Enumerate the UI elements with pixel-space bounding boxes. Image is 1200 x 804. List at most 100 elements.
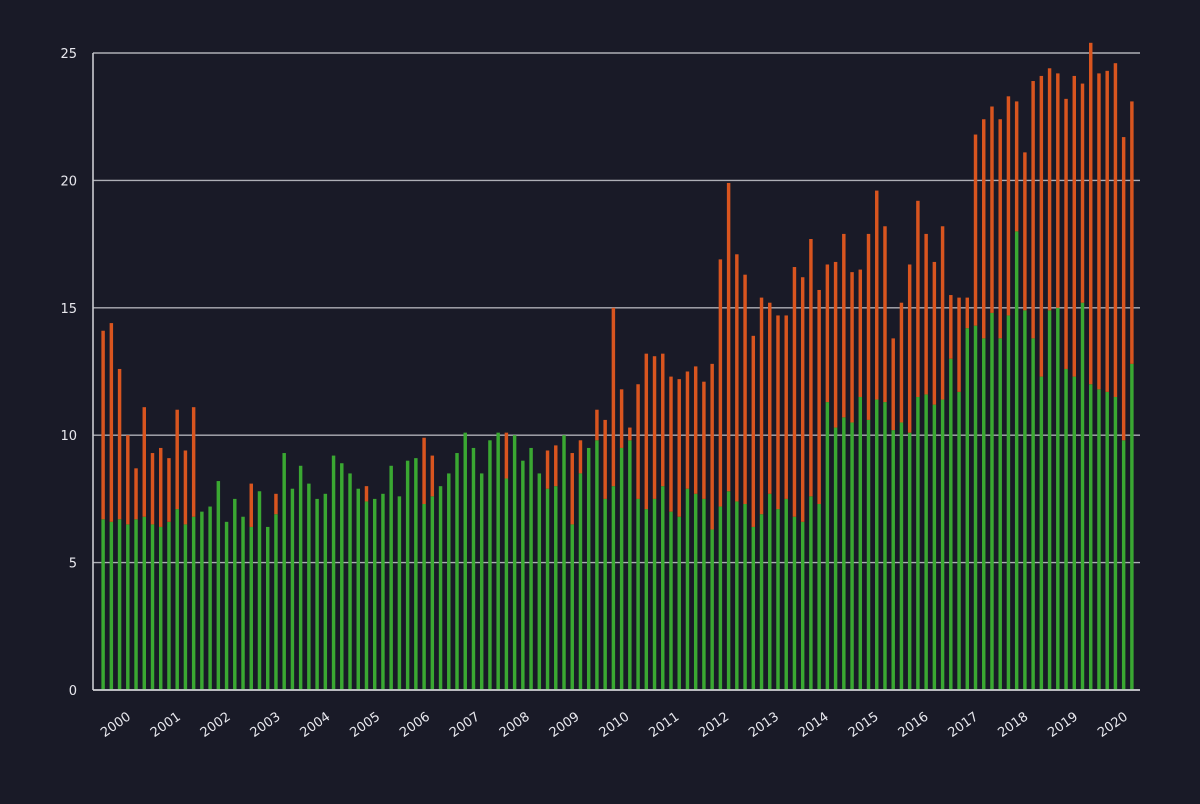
x-tick-label: 2006 xyxy=(397,709,433,740)
bar-orange xyxy=(759,297,764,515)
bar-orange xyxy=(776,315,780,510)
bar-orange xyxy=(578,440,583,474)
bar-green xyxy=(471,447,476,690)
bar-green xyxy=(949,358,953,690)
bar-green xyxy=(381,493,385,690)
bar-green xyxy=(109,521,114,690)
bar-green xyxy=(200,511,204,690)
bar-green xyxy=(661,486,665,690)
bar-green xyxy=(907,432,912,690)
y-tick-label: 15 xyxy=(60,302,77,317)
bar-green xyxy=(142,516,146,690)
bar-green xyxy=(842,417,846,690)
bar-green xyxy=(414,458,418,690)
bar-green xyxy=(1113,396,1118,690)
bar-green xyxy=(529,447,533,690)
bar-green xyxy=(825,402,830,690)
bar-orange xyxy=(1031,81,1035,339)
bar-green xyxy=(982,338,986,690)
bar-orange xyxy=(150,453,155,525)
bar-green xyxy=(224,521,229,690)
bar-green xyxy=(1031,338,1035,690)
bar-green xyxy=(726,491,731,690)
bar-green xyxy=(1006,315,1011,690)
bar-green xyxy=(389,465,393,690)
bar-green xyxy=(158,526,163,690)
bar-green xyxy=(521,460,525,690)
bar-orange xyxy=(545,450,550,489)
bar-orange xyxy=(990,106,994,313)
bar-green xyxy=(233,498,237,690)
bar-green xyxy=(603,498,607,690)
bar-orange xyxy=(866,233,871,420)
bar-orange xyxy=(364,486,369,502)
bar-green xyxy=(562,435,566,690)
bar-orange xyxy=(504,432,509,479)
bar-green xyxy=(183,524,188,690)
bar-orange xyxy=(825,264,830,403)
bar-orange xyxy=(768,302,772,494)
x-tick-label: 2010 xyxy=(597,709,633,740)
bar-green xyxy=(1023,310,1027,690)
bar-green xyxy=(899,422,904,690)
bar-orange xyxy=(1113,63,1118,397)
x-tick-label: 2008 xyxy=(497,709,533,740)
x-tick-label: 2003 xyxy=(248,709,284,740)
bar-green xyxy=(932,404,937,690)
bar-orange xyxy=(422,437,426,504)
bar-green xyxy=(743,503,747,690)
bar-green xyxy=(274,514,278,690)
bar-green xyxy=(356,488,360,690)
bar-green xyxy=(364,501,369,690)
bar-green xyxy=(257,491,262,690)
bar-orange xyxy=(1130,101,1134,364)
bar-green xyxy=(126,524,130,690)
bar-orange xyxy=(842,233,846,418)
bar-green xyxy=(817,503,821,690)
bar-orange xyxy=(1064,98,1068,369)
bar-orange xyxy=(710,363,714,530)
bar-green xyxy=(315,498,319,690)
bar-orange xyxy=(1023,152,1027,311)
bar-green xyxy=(652,498,657,690)
bar-orange xyxy=(677,379,681,517)
x-tick-label: 2001 xyxy=(148,709,184,740)
bar-green xyxy=(167,521,171,690)
bar-orange xyxy=(652,356,657,499)
bar-orange xyxy=(685,371,690,489)
bar-green xyxy=(1097,389,1101,690)
bar-orange xyxy=(907,264,912,433)
bar-green xyxy=(1072,376,1077,690)
bar-green xyxy=(595,440,599,690)
bar-orange xyxy=(611,307,616,487)
bar-green xyxy=(735,501,739,690)
x-tick-label: 2019 xyxy=(1045,709,1081,740)
y-tick-label: 10 xyxy=(60,429,77,444)
x-tick-label: 2017 xyxy=(946,709,982,740)
bar-green xyxy=(216,481,221,690)
bar-green xyxy=(693,493,698,690)
bar-orange xyxy=(998,119,1002,339)
x-tick-label: 2004 xyxy=(298,709,334,740)
bar-green xyxy=(866,419,871,690)
bar-green xyxy=(677,516,681,690)
bar-green xyxy=(628,440,632,690)
bar-green xyxy=(282,453,286,690)
bar-green xyxy=(537,473,542,690)
bar-orange xyxy=(932,261,937,405)
bar-green xyxy=(759,514,764,690)
bar-orange xyxy=(619,389,624,448)
bar-orange xyxy=(949,295,953,359)
bar-orange xyxy=(274,493,278,515)
bar-green xyxy=(504,478,509,690)
y-tick-label: 25 xyxy=(60,47,77,62)
y-tick-label: 5 xyxy=(69,557,77,572)
bar-green xyxy=(545,488,550,690)
bar-green xyxy=(891,430,895,690)
bar-green xyxy=(973,325,978,690)
bar-orange xyxy=(1047,68,1052,311)
bar-green xyxy=(1130,363,1134,690)
bar-green xyxy=(348,473,352,690)
bar-green xyxy=(619,447,624,690)
